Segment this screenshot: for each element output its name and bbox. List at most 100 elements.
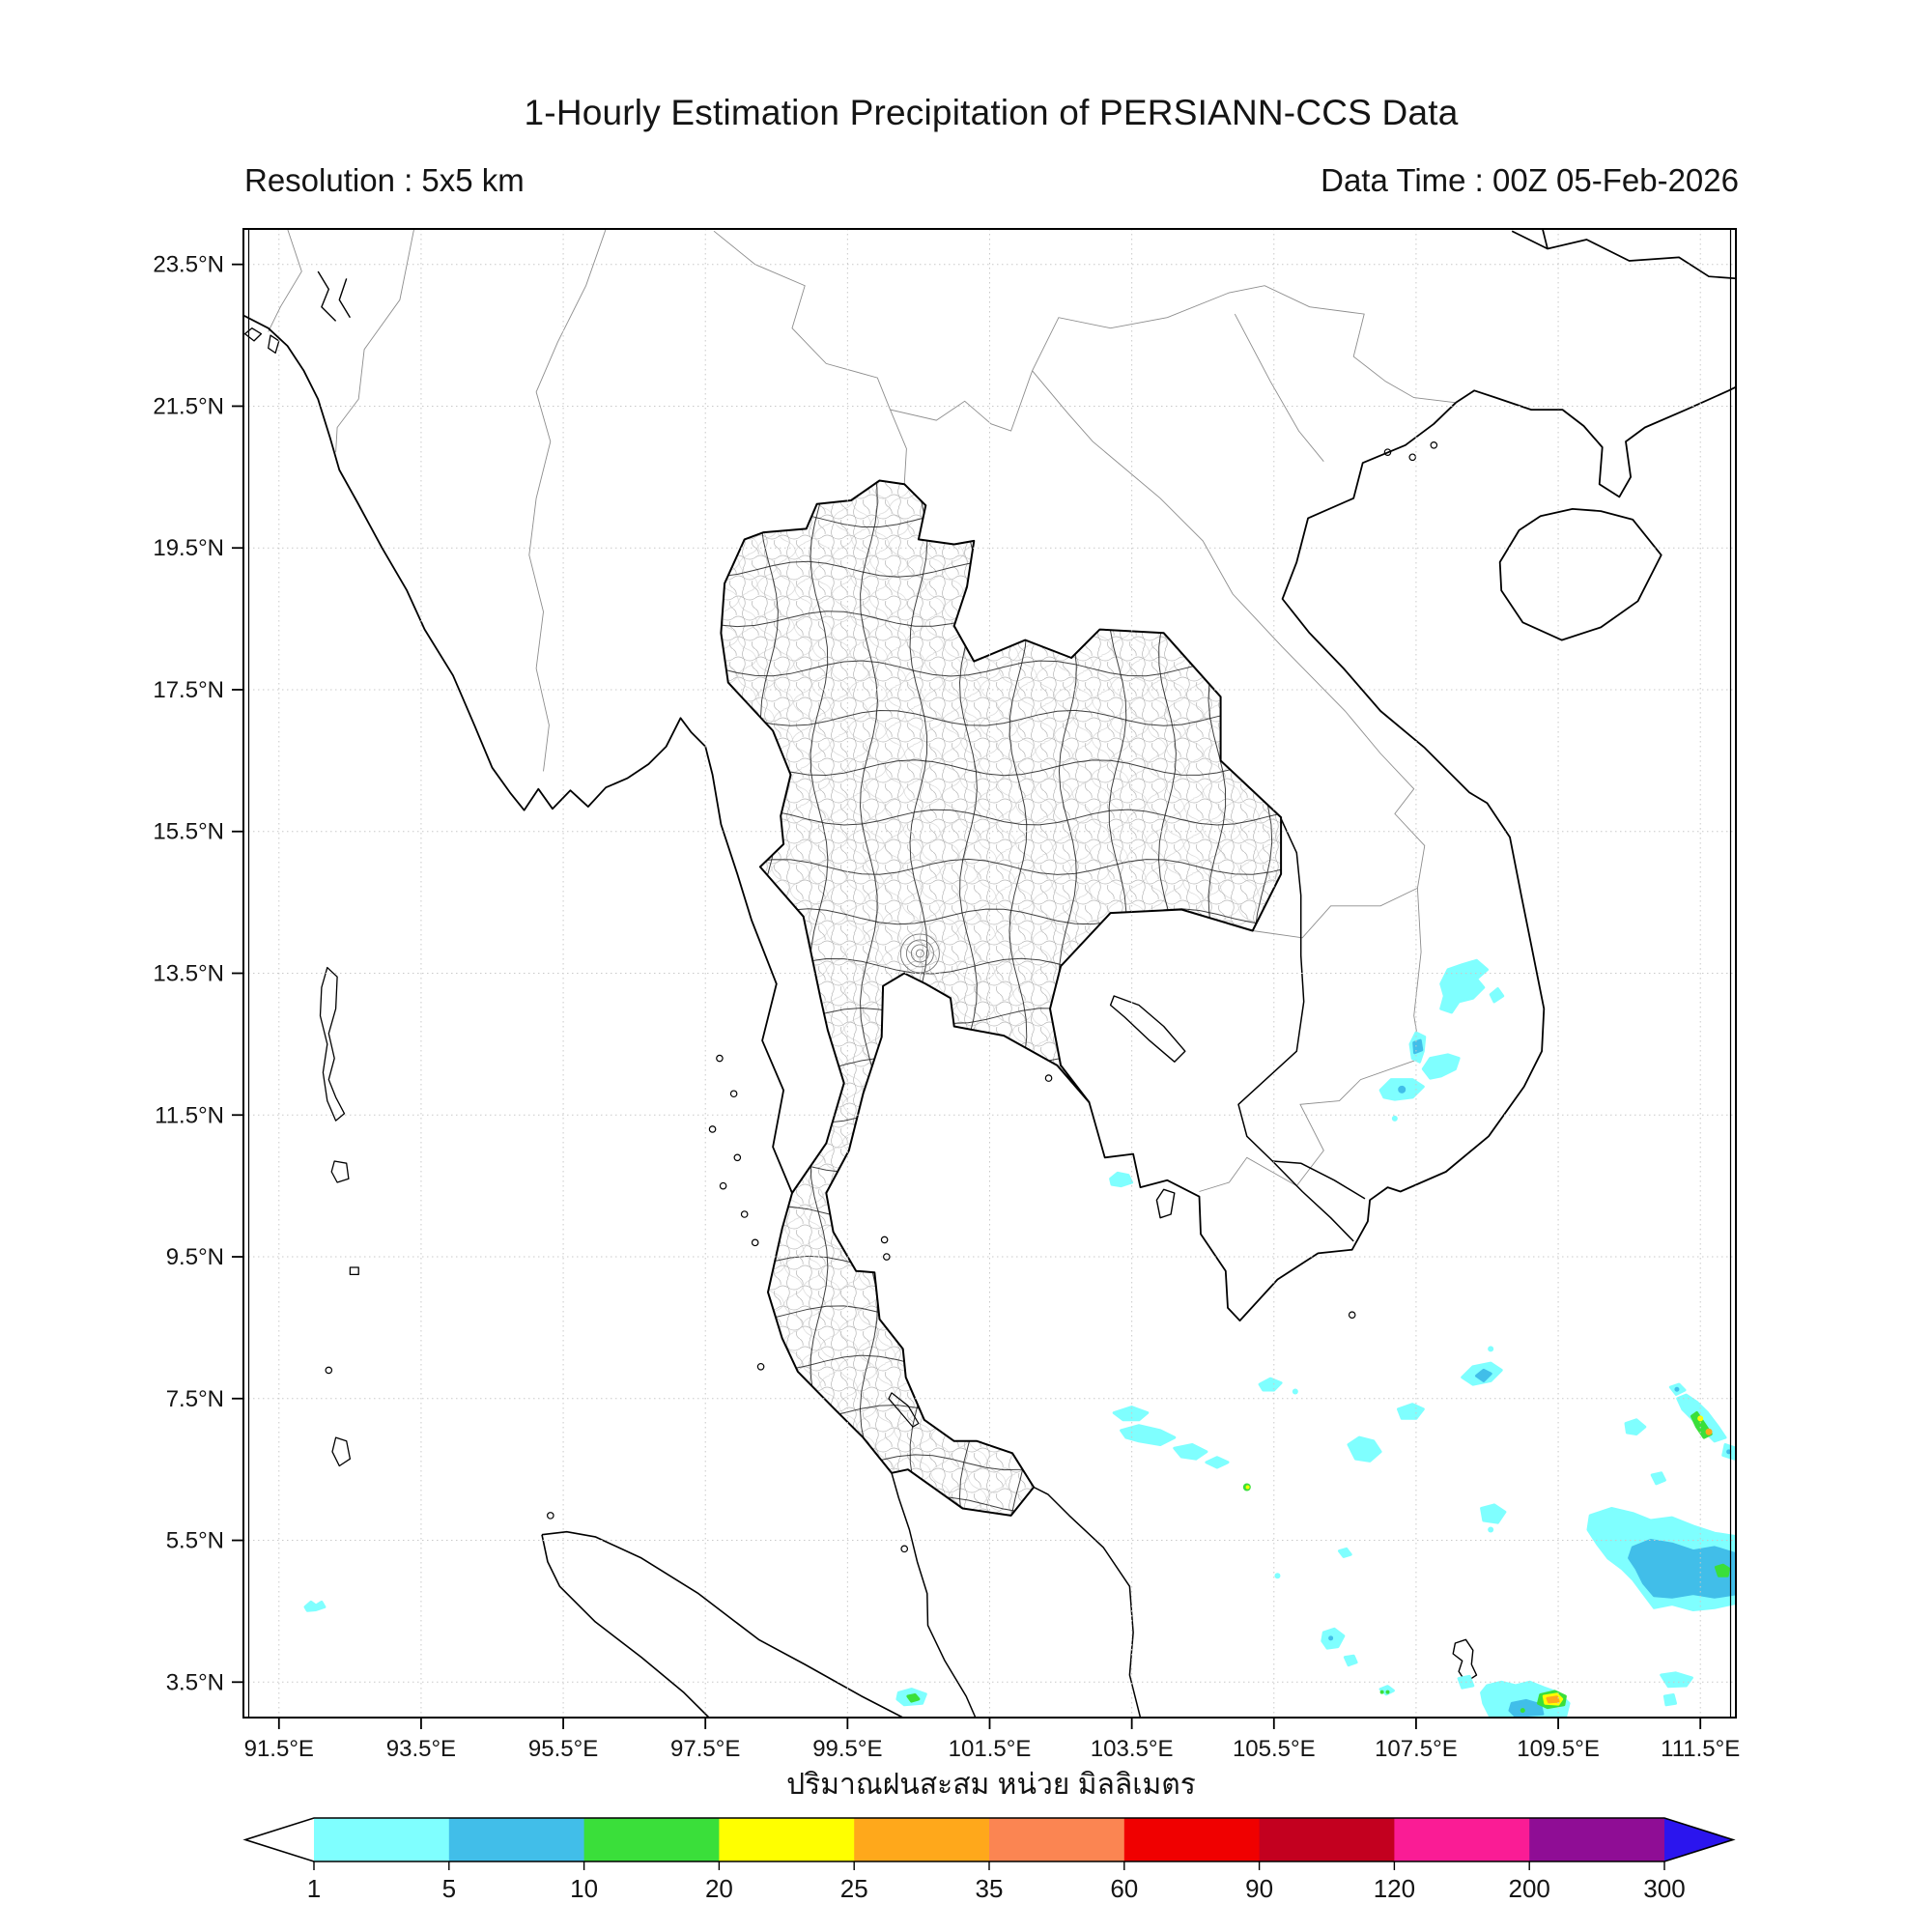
precip-patch — [1421, 1053, 1461, 1080]
coastline — [1155, 1188, 1176, 1219]
coastline — [1511, 230, 1736, 280]
colorbar-under-arrow — [245, 1818, 314, 1861]
thailand-outline — [720, 479, 1283, 1517]
islet — [325, 1366, 333, 1375]
precip-patch — [1628, 1539, 1736, 1599]
coastline — [317, 270, 337, 322]
country-border — [1252, 887, 1418, 939]
coastline — [891, 1472, 977, 1718]
y-tick-label: 7.5°N — [166, 1386, 224, 1412]
map-layers — [243, 229, 1736, 1718]
x-tick-label: 95.5°E — [528, 1736, 598, 1762]
precip-patch — [1205, 1456, 1230, 1469]
precip-patch — [906, 1693, 921, 1703]
precip-patch — [1508, 1698, 1545, 1718]
coastline — [331, 1436, 352, 1467]
colorbar-segment — [989, 1818, 1125, 1861]
precip-patch — [303, 1600, 327, 1612]
precip-patch — [1650, 1471, 1666, 1486]
coastline — [1237, 818, 1354, 1242]
coastline — [1272, 1160, 1366, 1200]
colorbar-tick-label: 120 — [1374, 1874, 1415, 1903]
precip-patch — [1338, 1547, 1352, 1558]
y-tick-label: 11.5°N — [155, 1102, 224, 1128]
country-border — [1032, 370, 1426, 889]
precip-patch — [1343, 1654, 1358, 1667]
coastline — [1542, 229, 1548, 249]
y-tick-label: 21.5°N — [153, 393, 224, 419]
coastline — [888, 1392, 920, 1428]
precip-patch — [1328, 1635, 1334, 1641]
country-border — [1234, 313, 1324, 462]
thailand-districts — [721, 480, 1282, 1516]
colorbar-tick-label: 200 — [1509, 1874, 1550, 1903]
precip-patch — [1379, 1690, 1384, 1694]
precip-patch — [1347, 1435, 1382, 1463]
country-border — [1199, 888, 1422, 1192]
islet — [733, 1153, 742, 1162]
y-tick-label: 15.5°N — [153, 819, 224, 845]
colorbar-tick-label: 35 — [976, 1874, 1004, 1903]
y-tick-label: 3.5°N — [166, 1669, 224, 1695]
colorbar-tick-label: 25 — [840, 1874, 868, 1903]
x-tick-label: 111.5°E — [1661, 1736, 1740, 1762]
precip-patch — [1397, 1403, 1425, 1420]
precip-patch — [1245, 1485, 1250, 1490]
coastline — [541, 1530, 904, 1718]
colorbar-over-arrow — [1664, 1818, 1733, 1861]
x-tick-label: 97.5°E — [670, 1736, 740, 1762]
precip-patch — [1274, 1573, 1281, 1579]
colorbar-segment — [1394, 1818, 1530, 1861]
y-tick-label: 23.5°N — [153, 252, 224, 278]
islet — [547, 1512, 554, 1520]
precip-patch — [1398, 1085, 1406, 1094]
country-border — [528, 229, 607, 772]
islet — [1044, 1074, 1053, 1082]
colorbar-title-thai: ปริมาณฝนสะสม หน่วย มิลลิเมตร — [786, 1769, 1196, 1801]
precip-patch — [1112, 1406, 1150, 1422]
colorbar-tick-label: 10 — [570, 1874, 598, 1903]
resolution-label: Resolution : 5x5 km — [244, 162, 525, 198]
precip-patch — [1488, 1346, 1494, 1352]
islet — [751, 1238, 759, 1247]
country-border — [268, 229, 302, 332]
colorbar-segment — [854, 1818, 990, 1861]
colorbar-tick-label: 60 — [1110, 1874, 1138, 1903]
country-border — [713, 230, 1457, 432]
colorbar-segment — [1259, 1818, 1395, 1861]
coastline — [243, 327, 263, 342]
x-tick-label: 99.5°E — [812, 1736, 882, 1762]
islet — [900, 1545, 909, 1553]
islet — [740, 1210, 749, 1218]
x-tick-label: 93.5°E — [386, 1736, 456, 1762]
precip-patch — [1714, 1563, 1731, 1577]
colorbar-tick-label: 90 — [1245, 1874, 1273, 1903]
colorbar-segment — [583, 1818, 720, 1861]
islet — [1430, 441, 1438, 449]
precip-patch — [1488, 1526, 1494, 1533]
precip-patch — [1120, 1424, 1177, 1446]
islet — [1408, 453, 1417, 462]
x-tick-label: 101.5°E — [949, 1736, 1032, 1762]
colorbar-tick-label: 5 — [442, 1874, 456, 1903]
coastline — [330, 1160, 350, 1183]
islet — [880, 1236, 889, 1244]
precip-patch — [1489, 987, 1505, 1004]
y-tick-label: 9.5°N — [166, 1244, 224, 1270]
x-tick-label: 107.5°E — [1375, 1736, 1458, 1762]
y-tick-label: 13.5°N — [153, 961, 224, 987]
x-tick-label: 105.5°E — [1233, 1736, 1316, 1762]
precip-patch — [1674, 1386, 1680, 1392]
precip-patch — [1546, 1695, 1560, 1704]
precip-patch — [1439, 958, 1489, 1014]
data-time-label: Data Time : 00Z 05-Feb-2026 — [1321, 162, 1739, 198]
coastline — [268, 334, 280, 355]
coastline — [1455, 385, 1736, 498]
precip-patch — [1624, 1418, 1647, 1435]
islet — [719, 1181, 727, 1190]
islet — [756, 1362, 765, 1371]
precip-patch — [1412, 1038, 1424, 1055]
islet — [883, 1253, 891, 1261]
islet — [716, 1054, 724, 1063]
precip-patch — [1480, 1503, 1507, 1524]
